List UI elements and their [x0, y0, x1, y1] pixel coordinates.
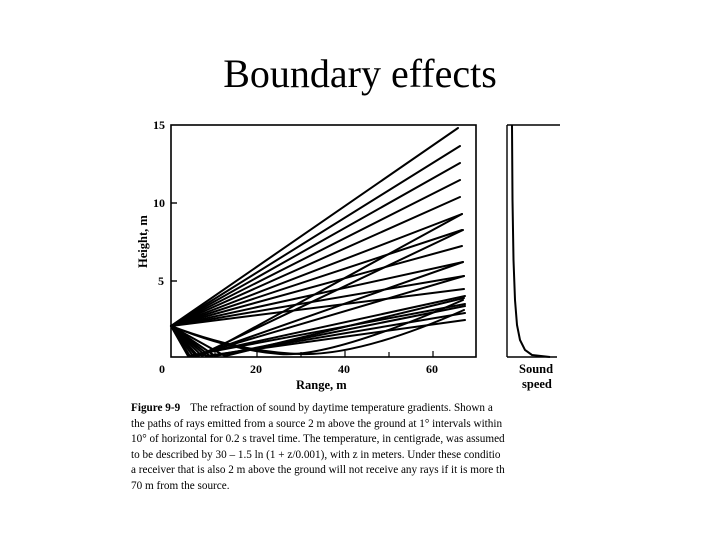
y-axis-label: Height, m [136, 215, 150, 268]
xtick-20: 20 [250, 362, 262, 376]
ytick-5: 5 [158, 274, 164, 288]
ray-figure: 15 10 5 0 20 40 60 Range, m Height, m So… [136, 118, 560, 392]
figure-caption: Figure 9-9 The refraction of sound by day… [131, 401, 561, 495]
sound-speed-panel [506, 124, 560, 358]
figure-label: Figure 9-9 [131, 402, 181, 414]
sound-speed-curve [511, 124, 551, 358]
plot-frame [170, 124, 477, 358]
slide-title: Boundary effects [223, 51, 497, 96]
xtick-0: 0 [159, 362, 165, 376]
caption-line-6: 70 m from the source. [131, 479, 230, 492]
caption-line-5: a receiver that is also 2 m above the gr… [131, 464, 505, 477]
ray-plot [170, 124, 477, 358]
sound-label-line1: Sound [519, 362, 553, 376]
sound-label-line2: speed [522, 377, 552, 391]
xtick-40: 40 [338, 362, 350, 376]
ytick-15: 15 [153, 118, 165, 132]
xtick-60: 60 [426, 362, 438, 376]
caption-line-4: to be described by 30 – 1.5 ln (1 + z/0.… [131, 448, 501, 461]
caption-line-3: 10° of horizontal for 0.2 s travel time.… [131, 433, 505, 446]
x-axis-label: Range, m [296, 378, 347, 392]
ray-paths [170, 127, 466, 358]
caption-line-1: Figure 9-9 The refraction of sound by day… [131, 402, 493, 414]
caption-line-2: the paths of rays emitted from a source … [131, 417, 503, 430]
ytick-10: 10 [153, 196, 165, 210]
